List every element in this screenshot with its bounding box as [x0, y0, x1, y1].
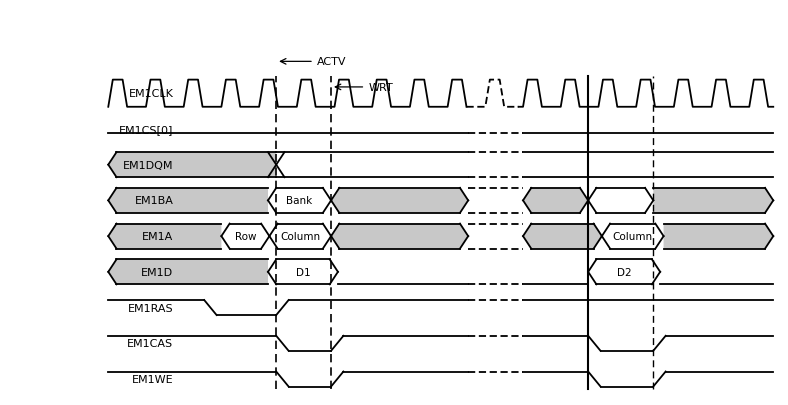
- Polygon shape: [523, 224, 602, 249]
- Polygon shape: [653, 188, 773, 213]
- Text: EM1BA: EM1BA: [135, 196, 173, 206]
- Text: EM1DQM: EM1DQM: [123, 160, 173, 170]
- Text: EM1WE: EM1WE: [132, 374, 173, 384]
- Polygon shape: [108, 153, 277, 178]
- Polygon shape: [108, 224, 221, 249]
- Polygon shape: [108, 260, 268, 285]
- Polygon shape: [523, 188, 588, 213]
- Text: Column: Column: [612, 232, 652, 241]
- Text: D2: D2: [617, 267, 631, 277]
- Text: EM1CS[0]: EM1CS[0]: [119, 125, 173, 134]
- Polygon shape: [331, 188, 468, 213]
- Polygon shape: [331, 224, 468, 249]
- Text: EM1CLK: EM1CLK: [128, 89, 173, 99]
- Text: EM1CAS: EM1CAS: [128, 339, 173, 348]
- Polygon shape: [108, 188, 268, 213]
- Text: WRT: WRT: [369, 83, 393, 93]
- Text: EM1RAS: EM1RAS: [128, 303, 173, 313]
- Text: D1: D1: [296, 267, 310, 277]
- Text: ACTV: ACTV: [318, 57, 347, 67]
- Text: Bank: Bank: [286, 196, 313, 206]
- Text: Column: Column: [281, 232, 320, 241]
- Text: EM1D: EM1D: [141, 267, 173, 277]
- Text: Row: Row: [235, 232, 256, 241]
- Polygon shape: [663, 224, 773, 249]
- Text: EM1A: EM1A: [142, 232, 173, 241]
